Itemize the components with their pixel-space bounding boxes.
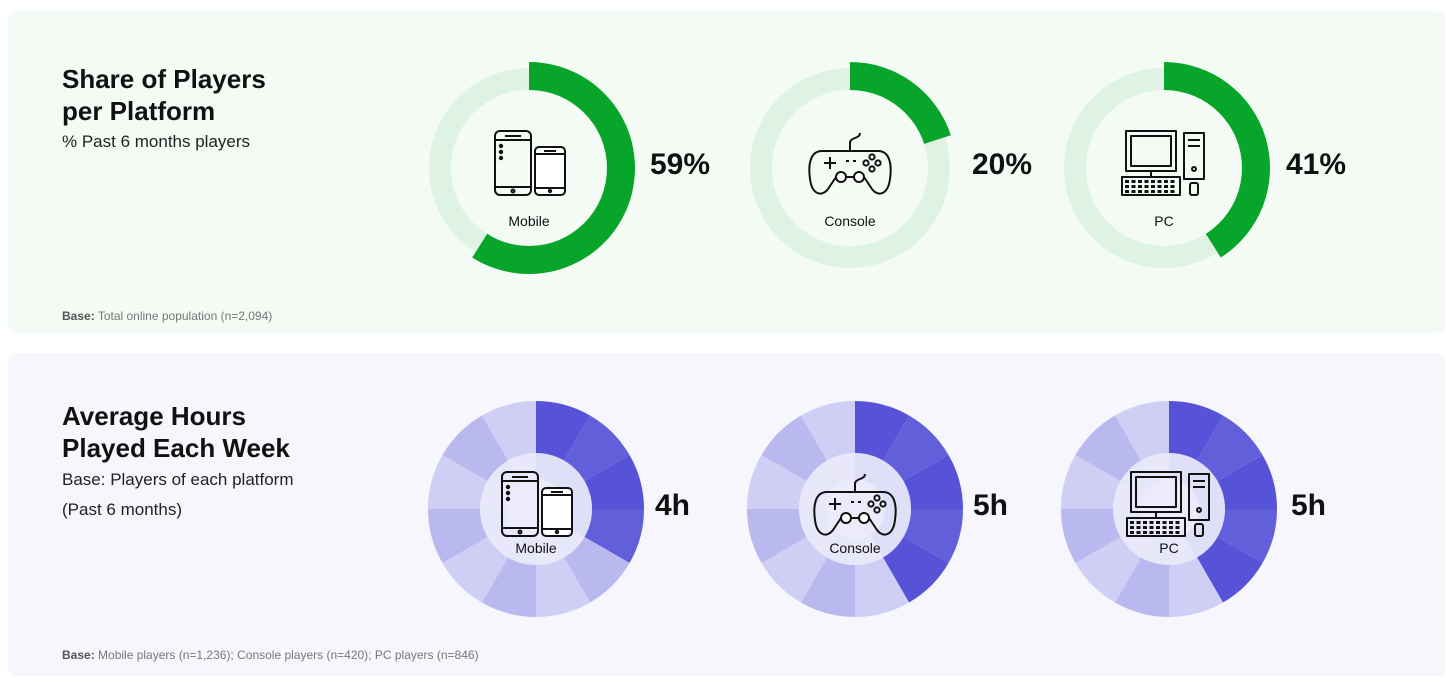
hours-segment-console-7	[801, 557, 855, 617]
mobile-icon	[494, 130, 566, 196]
hours-segment-pc-7	[1115, 557, 1169, 617]
share-value-pc: 41%	[1286, 148, 1347, 181]
hours-segment-pc-8	[1075, 537, 1141, 603]
hours-segment-console-12	[801, 401, 855, 461]
hours-donut-console	[747, 401, 963, 617]
hours-segment-console-10	[747, 455, 807, 509]
hours-label-console: Console	[829, 540, 881, 556]
hours-segment-pc-10	[1061, 455, 1121, 509]
hours-label-pc: PC	[1159, 540, 1179, 556]
hours-value-pc: 5h	[1291, 489, 1327, 522]
gamepad-icon	[808, 132, 892, 195]
share-value-console: 20%	[972, 148, 1033, 181]
hours-segment-pc-3	[1217, 455, 1277, 509]
share-base-label: Base:	[62, 309, 95, 323]
share-base-note: Base: Total online population (n=2,094)	[62, 309, 272, 323]
hours-segment-mobile-2	[564, 415, 630, 481]
hours-chart-title: Average Hours Played Each Week	[62, 400, 290, 464]
share-arc-mobile	[472, 62, 635, 274]
hours-subtitle-line1: Base: Players of each platform	[62, 470, 294, 489]
hours-subtitle-line2: (Past 6 months)	[62, 500, 182, 519]
share-arc-pc	[1164, 62, 1270, 258]
share-arc-console	[850, 62, 951, 145]
hours-segment-console-8	[761, 537, 827, 603]
share-label-mobile: Mobile	[508, 213, 550, 229]
hours-segment-mobile-3	[584, 455, 644, 509]
hours-segment-mobile-8	[442, 537, 508, 603]
hours-segment-console-9	[747, 509, 807, 563]
hours-segment-mobile-12	[482, 401, 536, 461]
share-chart-title: Share of Players per Platform	[62, 63, 266, 127]
hours-segment-console-2	[883, 415, 949, 481]
hours-value-mobile: 4h	[655, 489, 691, 522]
share-base-text: Total online population (n=2,094)	[97, 309, 273, 323]
hours-segment-console-5	[883, 537, 949, 603]
hours-segment-mobile-4	[584, 509, 644, 563]
hours-segment-pc-5	[1197, 537, 1263, 603]
hours-segment-mobile-7	[482, 557, 536, 617]
hours-segment-console-11	[761, 415, 827, 481]
share-donut-mobile	[428, 62, 635, 274]
hours-title-line2: Played Each Week	[62, 433, 290, 463]
hours-segment-console-3	[903, 455, 963, 509]
hours-segment-mobile-6	[536, 557, 590, 617]
share-value-mobile: 59%	[650, 148, 711, 181]
hours-segment-mobile-1	[536, 401, 590, 461]
hours-segment-mobile-11	[442, 415, 508, 481]
hours-segment-pc-9	[1061, 509, 1121, 563]
hours-segment-mobile-5	[564, 537, 630, 603]
share-donut-console	[749, 62, 951, 268]
share-chart-subtitle: % Past 6 months players	[62, 132, 251, 151]
hours-base-note: Base: Mobile players (n=1,236); Console …	[62, 648, 479, 662]
hours-segment-console-1	[855, 401, 909, 461]
share-label-console: Console	[824, 213, 876, 229]
hours-label-mobile: Mobile	[515, 540, 557, 556]
gamepad-icon	[813, 473, 897, 536]
hours-segment-console-6	[855, 557, 909, 617]
share-title-line2: per Platform	[62, 96, 216, 126]
share-title-line1: Share of Players	[62, 64, 266, 94]
mobile-icon	[501, 471, 573, 537]
hours-segment-pc-6	[1169, 557, 1223, 617]
hours-segment-pc-11	[1075, 415, 1141, 481]
hours-segment-pc-4	[1217, 509, 1277, 563]
share-label-pc: PC	[1154, 213, 1174, 229]
hours-chart-subtitle: Base: Players of each platform (Past 6 m…	[62, 465, 294, 525]
hours-value-console: 5h	[973, 489, 1009, 522]
hours-base-text: Mobile players (n=1,236); Console player…	[98, 648, 479, 662]
share-donut-pc	[1063, 62, 1270, 268]
hours-base-label: Base:	[62, 648, 95, 662]
desktop-pc-icon	[1126, 471, 1210, 537]
desktop-pc-icon	[1121, 130, 1205, 196]
hours-segment-pc-1	[1169, 401, 1223, 461]
hours-segment-pc-2	[1197, 415, 1263, 481]
hours-segment-mobile-9	[428, 509, 488, 563]
hours-segment-mobile-10	[428, 455, 488, 509]
hours-segment-pc-12	[1115, 401, 1169, 461]
hours-title-line1: Average Hours	[62, 401, 246, 431]
hours-segment-console-4	[903, 509, 963, 563]
